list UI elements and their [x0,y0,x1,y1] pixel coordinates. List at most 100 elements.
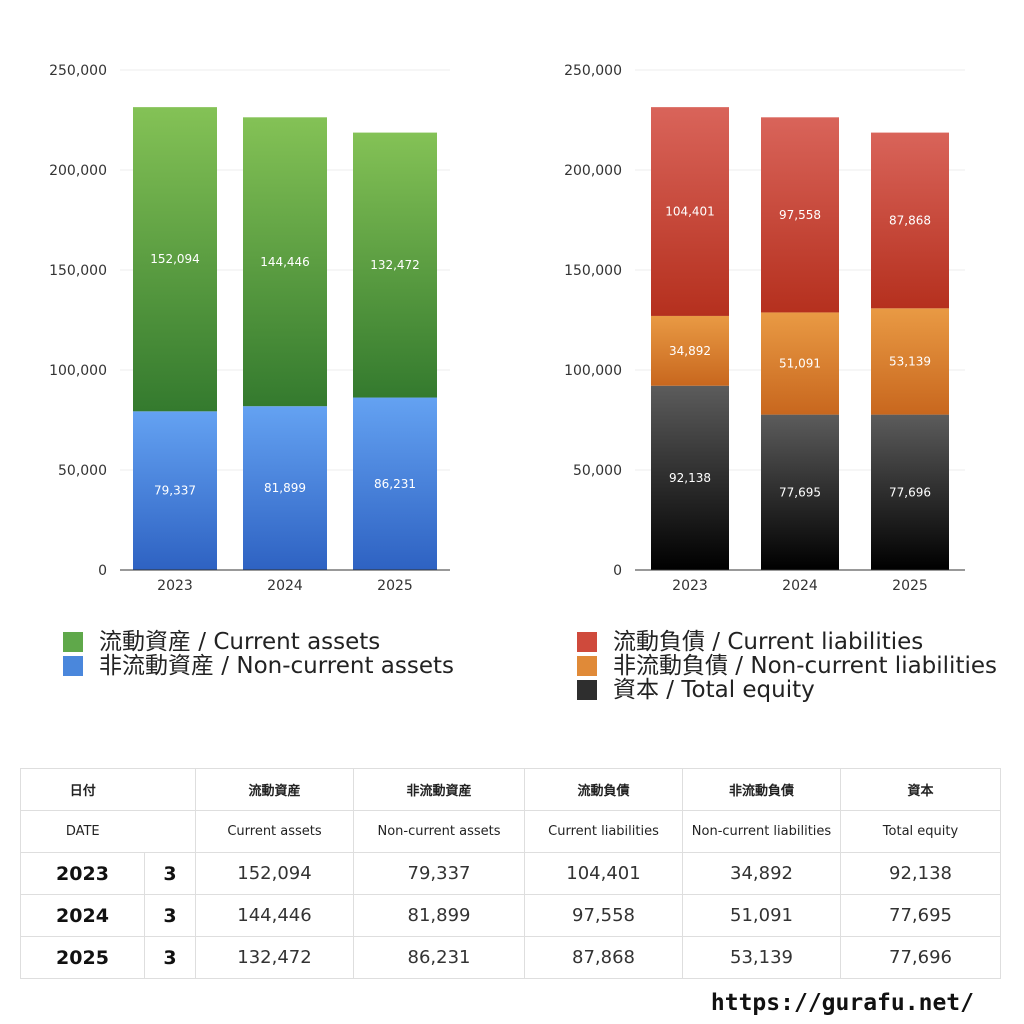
bar-non-current-assets-2024 [243,406,327,570]
data-label-non-current-liabilities-2023: 34,892 [669,344,711,358]
header-current-assets-en: Current assets [195,810,354,853]
legend-item-current-assets: 流動資産 / Current assets [63,630,454,654]
cell-total-equity: 92,138 [840,852,1001,895]
x-tick-label: 2025 [377,578,413,594]
legend-item-non-current-assets: 非流動資産 / Non-current assets [63,654,454,678]
cell-total-equity: 77,695 [840,894,1001,937]
x-tick-label: 2024 [267,578,303,594]
header-non-current-assets-en: Non-current assets [353,810,525,853]
y-tick-label: 0 [613,563,622,579]
legend-label-total-equity: 資本 / Total equity [613,677,815,703]
legend-label-current-liabilities: 流動負債 / Current liabilities [613,629,924,655]
legend-item-current-liabilities: 流動負債 / Current liabilities [577,630,997,654]
y-tick-label: 50,000 [573,463,622,479]
header-date-en: DATE [20,810,145,853]
data-label-current-assets-2023: 152,094 [150,252,200,266]
legend-label-non-current-assets: 非流動資産 / Non-current assets [99,653,455,679]
bar-non-current-liabilities-2025 [871,308,949,415]
row-year: 2023 [20,852,145,895]
header-current-liabilities-jp: 流動負債 [524,768,683,811]
bar-total-equity-2023 [651,385,729,570]
bar-total-equity-2024 [761,414,839,570]
table-row: 2024 3 144,446 81,899 97,558 51,091 77,6… [20,894,1001,937]
table-header-row-en: DATE Current assets Non-current assets C… [20,810,1001,853]
bar-non-current-assets-2023 [133,411,217,570]
data-label-current-assets-2025: 132,472 [370,258,420,272]
x-tick-label: 2023 [157,578,193,594]
y-tick-label: 200,000 [564,163,622,179]
x-tick-label: 2023 [672,578,708,594]
x-tick-label: 2024 [782,578,818,594]
data-label-total-equity-2023: 92,138 [669,471,711,485]
legend-swatch-total-equity [577,680,597,700]
cell-non-current-assets: 81,899 [353,894,525,937]
bar-non-current-liabilities-2023 [651,315,729,386]
cell-non-current-liabilities: 53,139 [682,936,841,979]
legend-swatch-non-current-assets [63,656,83,676]
y-tick-label: 150,000 [564,263,622,279]
row-year: 2025 [20,936,145,979]
header-current-liabilities-en: Current liabilities [524,810,683,853]
cell-non-current-assets: 79,337 [353,852,525,895]
cell-non-current-liabilities: 51,091 [682,894,841,937]
x-tick-label: 2025 [892,578,928,594]
header-total-equity-en: Total equity [840,810,1001,853]
data-label-current-assets-2024: 144,446 [260,255,310,269]
legend-label-non-current-liabilities: 非流動負債 / Non-current liabilities [613,653,997,679]
header-non-current-liabilities-en: Non-current liabilities [682,810,841,853]
legend-label-current-assets: 流動資産 / Current assets [99,629,381,655]
bar-current-assets-2023 [133,107,217,412]
row-month: 3 [144,852,196,895]
bar-total-equity-2025 [871,414,949,570]
y-tick-label: 200,000 [49,163,107,179]
cell-current-assets: 144,446 [195,894,354,937]
data-label-current-liabilities-2025: 87,868 [889,213,931,227]
header-date-blank-en [144,810,196,853]
data-label-non-current-assets-2024: 81,899 [264,481,306,495]
data-label-non-current-liabilities-2024: 51,091 [779,357,821,371]
table-header-row-jp: 日付 流動資産 非流動資産 流動負債 非流動負債 資本 [20,768,1001,811]
legend-item-total-equity: 資本 / Total equity [577,678,997,702]
liabilities-equity-chart: 0 50,000 100,000 150,000 200,000 250,000 92,13… [564,63,965,594]
legend-swatch-current-liabilities [577,632,597,652]
header-total-equity-jp: 資本 [840,768,1001,811]
data-label-total-equity-2025: 77,696 [889,485,931,499]
table-row: 2025 3 132,472 86,231 87,868 53,139 77,6… [20,936,1001,979]
y-tick-label: 100,000 [564,363,622,379]
data-label-non-current-assets-2023: 79,337 [154,484,196,498]
legend-swatch-non-current-liabilities [577,656,597,676]
bar-current-liabilities-2023 [651,107,729,316]
data-label-current-liabilities-2023: 104,401 [665,205,715,219]
header-non-current-liabilities-jp: 非流動負債 [682,768,841,811]
cell-current-liabilities: 97,558 [524,894,683,937]
bar-current-liabilities-2024 [761,117,839,313]
legend-swatch-current-assets [63,632,83,652]
data-label-current-liabilities-2024: 97,558 [779,208,821,222]
bar-current-assets-2024 [243,117,327,407]
cell-non-current-liabilities: 34,892 [682,852,841,895]
data-label-non-current-liabilities-2025: 53,139 [889,354,931,368]
data-label-non-current-assets-2025: 86,231 [374,477,416,491]
bar-current-liabilities-2025 [871,132,949,309]
legend-item-non-current-liabilities: 非流動負債 / Non-current liabilities [577,654,997,678]
y-tick-label: 100,000 [49,363,107,379]
cell-current-assets: 152,094 [195,852,354,895]
header-date-jp: 日付 [20,768,145,811]
bar-current-assets-2025 [353,132,437,398]
cell-current-liabilities: 87,868 [524,936,683,979]
header-non-current-assets-jp: 非流動資産 [353,768,525,811]
cell-current-liabilities: 104,401 [524,852,683,895]
liabilities-legend: 流動負債 / Current liabilities 非流動負債 / Non-c… [577,630,997,702]
data-label-total-equity-2024: 77,695 [779,485,821,499]
y-tick-label: 250,000 [564,63,622,79]
header-current-assets-jp: 流動資産 [195,768,354,811]
y-tick-label: 250,000 [49,63,107,79]
y-tick-label: 0 [98,563,107,579]
cell-current-assets: 132,472 [195,936,354,979]
y-tick-label: 50,000 [58,463,107,479]
row-month: 3 [144,894,196,937]
data-table: 日付 流動資産 非流動資産 流動負債 非流動負債 資本 DATE Current… [20,768,1001,979]
table-row: 2023 3 152,094 79,337 104,401 34,892 92,… [20,852,1001,895]
row-year: 2024 [20,894,145,937]
y-tick-label: 150,000 [49,263,107,279]
